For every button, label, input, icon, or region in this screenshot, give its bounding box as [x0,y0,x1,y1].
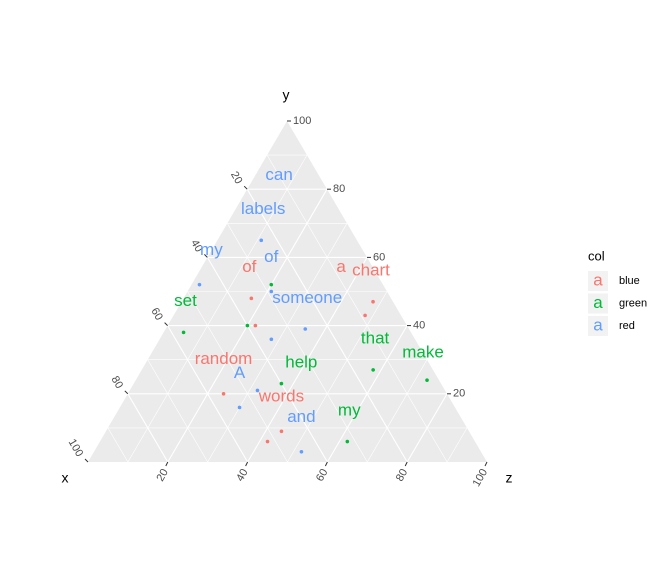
text-label: A [234,363,246,382]
point [299,449,304,454]
minor-grid-line [287,291,388,463]
z-tick-label: 80 [394,467,411,484]
legend-label: green [619,297,647,309]
tick-mark [164,322,168,326]
x-tick-label: 60 [148,306,165,323]
tick-mark [245,461,249,467]
text-label: labels [241,199,285,218]
text-label: a [336,257,346,276]
tick-mark [404,461,408,467]
point [259,238,264,243]
text-label: set [174,291,197,310]
legend-symbol: a [593,270,603,289]
axis-title-x: x [62,470,69,486]
text-label: chart [352,261,390,280]
minor-grid-line [266,154,448,463]
point [279,429,284,434]
point [249,296,254,301]
legend-title: col [588,248,605,263]
z-tick-label: 20 [154,467,171,484]
point [425,378,429,382]
point [269,289,274,294]
y-tick-label: 80 [333,183,345,195]
minor-grid-line [107,427,129,463]
legend-symbol: a [593,293,603,312]
minor-grid-line [446,427,468,463]
point [265,439,270,444]
minor-grid-line [127,154,308,463]
y-tick-label: 20 [453,388,465,400]
legend-key [588,271,608,291]
x-tick-label: 20 [228,170,245,187]
grid-line [326,325,408,463]
point [255,388,260,393]
point [269,282,274,287]
tick-mark [243,185,248,190]
text-label: that [361,329,390,348]
tick-mark [324,461,328,467]
text-label: someone [272,288,342,307]
tick-mark [84,458,89,463]
text-label: and [287,407,315,426]
point [237,405,242,410]
tick-mark [204,254,208,258]
text-label: of [264,247,278,266]
point [245,323,250,328]
y-tick-label: 60 [373,251,385,263]
z-tick-label: 40 [234,467,251,484]
point [345,439,350,444]
x-tick-label: 80 [109,374,126,391]
point [221,392,226,396]
point [371,299,375,304]
point [181,330,186,335]
text-label: words [258,387,304,406]
legend-label: red [619,320,635,332]
minor-grid-line [367,359,428,463]
point [303,327,308,331]
legend-label: blue [619,275,640,287]
z-tick-label: 60 [314,467,331,484]
x-tick-label: 100 [66,437,86,459]
legend-symbol: a [593,315,603,334]
axis-title-z: z [506,470,513,486]
minor-grid-line [187,291,288,463]
text-label: my [200,240,223,259]
grid-line [247,257,368,463]
text-label: help [285,353,317,372]
grid-line [406,393,448,463]
minor-grid-line [227,223,368,463]
y-tick-label: 40 [413,320,425,332]
z-tick-label: 100 [471,467,491,489]
point [269,337,274,342]
point [279,381,284,386]
plot-area [88,121,487,463]
point [253,323,258,328]
text-label: can [265,165,292,184]
text-label: random [195,349,253,368]
point [371,368,375,372]
tick-mark [484,461,488,467]
legend-key [588,316,608,336]
tick-mark [124,390,129,395]
point [197,282,202,287]
axis-title-y: y [283,87,290,103]
point [363,313,367,318]
text-label: my [338,400,361,419]
y-tick-label: 100 [293,115,311,127]
legend-key [588,293,608,314]
minor-grid-line [207,223,348,463]
tick-mark [165,461,169,467]
minor-grid-line [147,359,208,463]
x-tick-label: 40 [188,238,205,255]
text-label: make [402,342,444,361]
text-label: of [242,257,256,276]
